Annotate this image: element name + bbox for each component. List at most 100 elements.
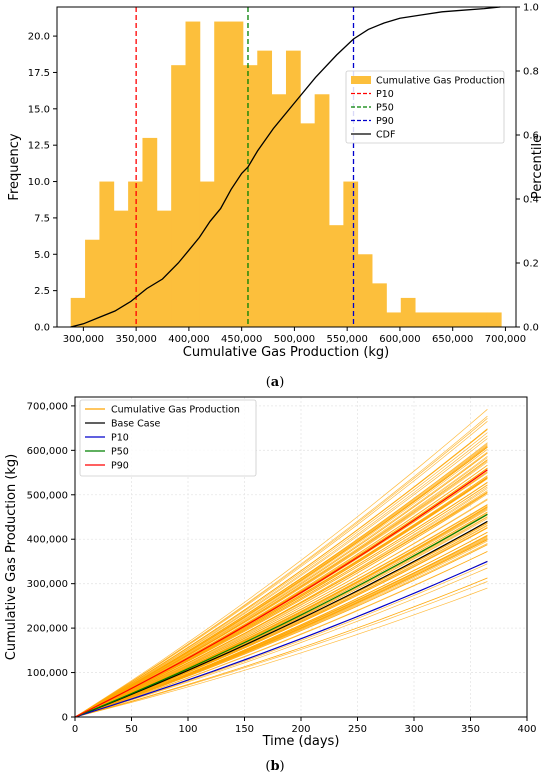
histogram-bar-4 bbox=[128, 181, 143, 327]
ensemble-line-100 bbox=[74, 446, 488, 718]
y-tick-label-b-1: 100,000 bbox=[27, 668, 68, 679]
legend-label-b-1: Base Case bbox=[111, 419, 161, 430]
ensemble-line-73 bbox=[74, 445, 488, 718]
y-axis-label-b: Cumulative Gas Production (kg) bbox=[4, 454, 19, 661]
y-tick-label-b-6: 600,000 bbox=[27, 446, 68, 457]
y-axis-label-a: Frequency bbox=[7, 133, 22, 200]
legend-a: Cumulative Gas Production P10 P50 P90 CDF bbox=[345, 70, 505, 144]
x-tick-label-b-8: 400 bbox=[517, 724, 536, 735]
legend-b: Cumulative Gas Production Base Case P10 P50… bbox=[79, 399, 257, 477]
ensemble-line-110 bbox=[74, 486, 488, 718]
histogram-bar-14 bbox=[271, 94, 287, 327]
ensemble-line-79 bbox=[74, 524, 488, 718]
x-tick-label-b-1: 50 bbox=[125, 724, 138, 735]
histogram-bar-12 bbox=[242, 65, 258, 327]
ensemble-line-94 bbox=[74, 447, 488, 718]
y2-tick-label-a-2: 0.4 bbox=[523, 195, 539, 206]
y2-ticks-a: 0.0 0.2 0.4 0.6 0.8 1.0 bbox=[516, 3, 539, 334]
ensemble-line-117 bbox=[74, 492, 488, 718]
ensemble-line-13 bbox=[74, 577, 488, 718]
histogram-bar-3 bbox=[113, 210, 129, 327]
x-ticks-a: 300,000 350,000 400,000 450,000 500,000 550,0… bbox=[63, 327, 526, 345]
x-tick-label-a-1: 350,000 bbox=[115, 334, 156, 345]
x-tick-label-b-3: 150 bbox=[235, 724, 254, 735]
histogram-bar-8 bbox=[185, 21, 201, 328]
x-tick-label-a-5: 550,000 bbox=[326, 334, 367, 345]
ensemble-line-105 bbox=[74, 428, 488, 718]
x-axis-label-b: Time (days) bbox=[262, 734, 340, 749]
legend-label-a-4: CDF bbox=[376, 130, 395, 141]
histogram-bar-9 bbox=[199, 181, 215, 327]
y2-tick-label-a-3: 0.6 bbox=[523, 131, 539, 142]
histogram-bar-23 bbox=[400, 297, 416, 327]
histogram-bar-13 bbox=[257, 50, 273, 328]
ensemble-line-20 bbox=[74, 504, 488, 718]
series-line-p90 bbox=[74, 469, 488, 718]
legend-box-b bbox=[79, 399, 257, 477]
y2-tick-label-a-5: 1.0 bbox=[523, 3, 539, 14]
histogram-bar-15 bbox=[285, 50, 301, 328]
x-ticks-b: 0 50 100 150 200 250 300 350 400 bbox=[72, 717, 537, 735]
x-tick-label-b-0: 0 bbox=[72, 724, 78, 735]
ensemble-line-66 bbox=[74, 484, 488, 718]
y-ticks-b: 0 100,000 200,000 300,000 400,000 500,000 600,… bbox=[27, 401, 75, 724]
plot-frame-a bbox=[56, 6, 517, 328]
y2-axis-label-a: Percentile bbox=[530, 135, 545, 199]
histogram-bar-29 bbox=[486, 312, 502, 327]
ensemble-line-111 bbox=[74, 446, 488, 718]
x-tick-label-b-2: 100 bbox=[178, 724, 197, 735]
ensemble-line-118 bbox=[74, 445, 488, 718]
y-tick-label-b-7: 700,000 bbox=[27, 401, 68, 412]
ensemble-line-65 bbox=[74, 532, 488, 718]
x-tick-label-a-8: 700,000 bbox=[485, 334, 526, 345]
series-line-p50 bbox=[74, 513, 488, 718]
ensemble-line-96 bbox=[74, 432, 488, 718]
y-tick-label-a-5: 12.5 bbox=[28, 141, 50, 152]
ensemble-line-119 bbox=[74, 409, 488, 718]
histogram-bar-1 bbox=[85, 239, 100, 327]
cdf-line bbox=[70, 6, 501, 328]
histogram-bar-18 bbox=[329, 225, 344, 327]
series-line-base-case bbox=[74, 520, 488, 718]
ensemble-line-34 bbox=[74, 544, 488, 718]
caption-b: (b) bbox=[265, 759, 284, 774]
x-tick-label-b-4: 200 bbox=[291, 724, 310, 735]
x-tick-label-b-7: 350 bbox=[461, 724, 480, 735]
ensemble-line-113 bbox=[74, 415, 488, 718]
histogram-bars bbox=[70, 21, 502, 328]
y-tick-label-a-6: 15.0 bbox=[28, 104, 50, 115]
legend-label-b-4: P90 bbox=[111, 461, 129, 472]
y-tick-label-a-1: 2.5 bbox=[34, 286, 50, 297]
y-tick-label-b-2: 200,000 bbox=[27, 624, 68, 635]
histogram-panel: 300,000 350,000 400,000 450,000 500,000 550,0… bbox=[7, 3, 545, 391]
ensemble-line-7 bbox=[74, 567, 488, 718]
histogram-bar-28 bbox=[472, 312, 488, 327]
histogram-bar-6 bbox=[156, 210, 172, 327]
ensemble-line-0 bbox=[74, 587, 488, 718]
histogram-bar-5 bbox=[142, 137, 158, 327]
caption-a: (a) bbox=[266, 375, 285, 390]
histogram-bar-22 bbox=[386, 312, 402, 327]
y2-tick-label-a-0: 0.0 bbox=[523, 323, 539, 334]
series-line-p10 bbox=[74, 560, 488, 718]
histogram-bar-16 bbox=[300, 123, 316, 327]
y-tick-label-b-3: 300,000 bbox=[27, 579, 68, 590]
x-axis-label-a: Cumulative Gas Production (kg) bbox=[183, 345, 390, 360]
y-ticks-a: 0.0 2.5 5.0 7.5 10.0 12.5 15.0 17.5 20.0 bbox=[28, 32, 57, 334]
histogram-bar-20 bbox=[357, 254, 373, 327]
ensemble-line-63 bbox=[74, 539, 488, 718]
histogram-bar-26 bbox=[443, 312, 459, 327]
legend-label-b-2: P10 bbox=[111, 433, 129, 444]
legend-label-a-3: P90 bbox=[376, 116, 394, 127]
y-tick-label-a-0: 0.0 bbox=[34, 323, 50, 334]
legend-label-b-3: P50 bbox=[111, 447, 129, 458]
histogram-bar-25 bbox=[429, 312, 445, 327]
y2-tick-label-a-4: 0.8 bbox=[523, 67, 539, 78]
x-tick-label-b-5: 250 bbox=[348, 724, 367, 735]
legend-label-a-1: P10 bbox=[376, 89, 394, 100]
histogram-bar-24 bbox=[415, 312, 430, 327]
histogram-bar-11 bbox=[228, 21, 244, 328]
y-tick-label-a-8: 20.0 bbox=[28, 32, 50, 43]
y-tick-label-a-3: 7.5 bbox=[34, 213, 50, 224]
y-tick-label-a-2: 5.0 bbox=[34, 250, 50, 261]
